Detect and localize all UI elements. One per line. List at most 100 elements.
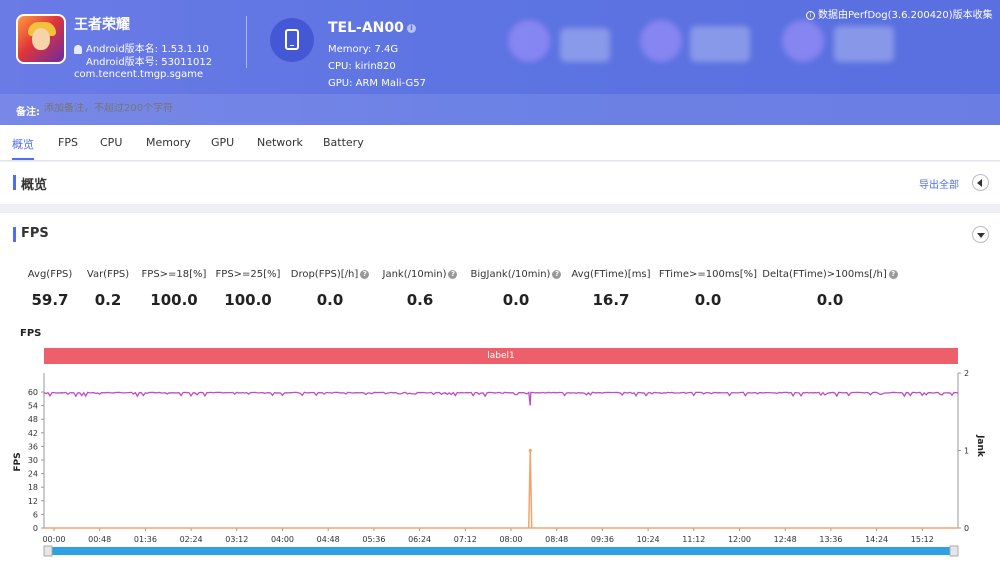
app-version-code: Android版本号: 53011012 [86, 57, 213, 68]
x-tick-label: 11:12 [682, 535, 705, 544]
metric-value: 59.7 [31, 291, 69, 309]
tab-memory[interactable]: Memory [146, 136, 191, 149]
remark-input[interactable] [44, 103, 344, 114]
metric-value: 0.2 [94, 291, 122, 309]
x-tick-label: 14:24 [865, 535, 888, 544]
chevron-left-icon [977, 179, 982, 187]
help-icon[interactable]: ? [888, 269, 898, 279]
x-tick-label: 02:24 [180, 535, 203, 544]
slider-handle-left[interactable] [43, 545, 53, 557]
jank-spike-point [528, 448, 532, 453]
y-axis-label: FPS [13, 452, 23, 471]
app-version-name: Android版本名: 1.53.1.10 [74, 40, 209, 55]
jank-series-line [44, 450, 958, 529]
collect-note: i 数据由PerfDog(3.6.200420)版本收集 [806, 6, 993, 21]
metric-value: 0.0 [694, 291, 722, 309]
phone-icon [285, 29, 299, 50]
chart-title: FPS [20, 328, 42, 339]
y-tick-label: 48 [28, 415, 38, 424]
overview-section [0, 162, 1000, 204]
metric-value: 0.6 [406, 291, 434, 309]
y-tick-label: 54 [28, 402, 38, 411]
time-range-slider[interactable] [44, 547, 958, 555]
y-tick-label: 12 [28, 497, 38, 506]
remark-label: 备注: [16, 107, 40, 118]
x-tick-label: 03:12 [225, 535, 248, 544]
x-tick-label: 04:00 [271, 535, 294, 544]
fps-title: FPS [21, 226, 49, 241]
label-band: label1 [44, 348, 958, 364]
x-tick-label: 05:36 [362, 535, 385, 544]
metric-label: Var(FPS) [86, 269, 130, 280]
device-cpu: CPU: kirin820 [328, 61, 396, 72]
y-tick-label: 42 [28, 429, 38, 438]
y-tick-label: 18 [28, 483, 38, 492]
metric-value: 0.0 [502, 291, 530, 309]
android-icon [74, 44, 82, 54]
help-icon[interactable]: ? [448, 269, 458, 279]
metric-label: FTime>=100ms[%] [658, 269, 758, 280]
help-icon[interactable]: ? [552, 269, 562, 279]
info-icon: i [806, 10, 815, 20]
metric-label: Avg(FTime)[ms] [571, 269, 651, 280]
tab-overview[interactable]: 概览 [12, 138, 34, 151]
metric-label: FPS>=18[%] [141, 269, 207, 280]
metric-value: 16.7 [592, 291, 630, 309]
tab-fps[interactable]: FPS [58, 136, 78, 149]
y2-tick-label: 2 [964, 369, 969, 378]
y-tick-label: 0 [33, 524, 38, 533]
x-tick-label: 10:24 [637, 535, 660, 544]
fps-series-line [43, 391, 959, 406]
device-icon-circle [270, 18, 314, 62]
device-name: TEL-AN00 i [328, 20, 416, 36]
metric-value: 0.0 [316, 291, 344, 309]
tab-network[interactable]: Network [257, 136, 303, 149]
y-tick-label: 24 [28, 470, 38, 479]
device-memory: Memory: 7.4G [328, 44, 399, 55]
collapse-left-button[interactable] [972, 174, 989, 191]
metric-label: Drop(FPS)[/h]? [291, 269, 370, 280]
x-tick-label: 06:24 [408, 535, 431, 544]
tab-cpu[interactable]: CPU [100, 136, 123, 149]
x-tick-label: 12:48 [774, 535, 797, 544]
metric-label: Delta(FTime)>100ms[/h]? [762, 269, 898, 280]
x-tick-label: 08:48 [545, 535, 568, 544]
x-tick-label: 00:00 [42, 535, 65, 544]
chevron-down-icon [977, 233, 985, 238]
metric-label: Jank(/10min)? [383, 269, 458, 280]
header-divider [246, 16, 247, 68]
blurred-region [500, 8, 920, 88]
metric-label: BigJank(/10min)? [471, 269, 562, 280]
metric-value: 100.0 [150, 291, 198, 309]
tab-gpu[interactable]: GPU [211, 136, 235, 149]
tab-battery[interactable]: Battery [323, 136, 364, 149]
device-gpu: GPU: ARM Mali-G57 [328, 78, 427, 89]
overview-title: 概览 [21, 178, 48, 193]
x-tick-label: 00:48 [88, 535, 111, 544]
y2-tick-label: 1 [964, 447, 969, 456]
x-tick-label: 04:48 [317, 535, 340, 544]
metric-value: 100.0 [224, 291, 272, 309]
export-all-link[interactable]: 导出全部 [919, 180, 959, 191]
y-tick-label: 6 [33, 510, 38, 519]
collapse-down-button[interactable] [972, 226, 989, 243]
section-accent [13, 227, 16, 242]
section-accent [13, 175, 16, 190]
y-tick-label: 30 [28, 456, 38, 465]
metric-value: 0.0 [816, 291, 844, 309]
tab-bar: 概览 FPS CPU Memory GPU Network Battery [0, 125, 1000, 161]
metric-label: Avg(FPS) [27, 269, 73, 280]
metric-label: FPS>=25[%] [215, 269, 281, 280]
fps-section [0, 213, 1000, 566]
app-name: 王者荣耀 [74, 17, 130, 33]
slider-handle-right[interactable] [949, 545, 959, 557]
y2-axis-label: Jank [975, 434, 985, 458]
app-icon [16, 14, 66, 64]
y-tick-label: 60 [28, 388, 38, 397]
x-tick-label: 01:36 [134, 535, 157, 544]
device-info-icon[interactable]: i [406, 23, 416, 33]
help-icon[interactable]: ? [360, 269, 370, 279]
y-tick-label: 36 [28, 442, 38, 451]
x-tick-label: 09:36 [591, 535, 614, 544]
